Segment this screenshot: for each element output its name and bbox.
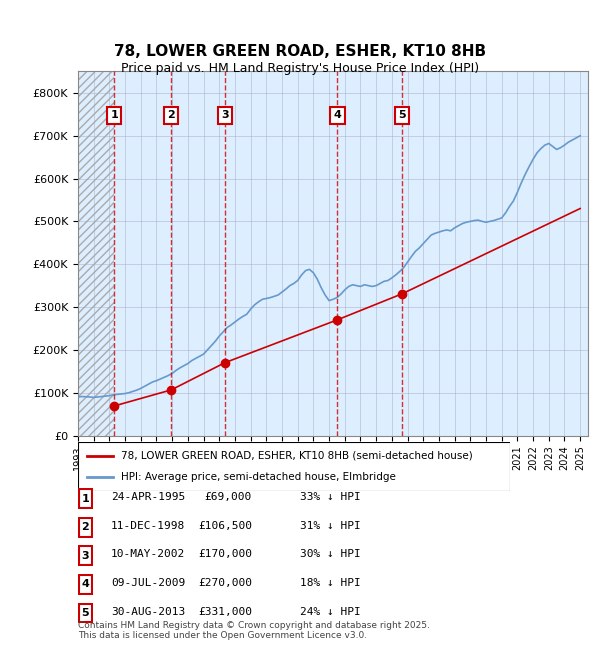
Text: 11-DEC-1998: 11-DEC-1998 [111, 521, 185, 531]
Text: £69,000: £69,000 [205, 492, 252, 502]
Bar [78, 72, 114, 436]
Text: 3: 3 [82, 551, 89, 561]
Text: 24% ↓ HPI: 24% ↓ HPI [300, 606, 361, 617]
FancyBboxPatch shape [79, 518, 92, 536]
Text: 18% ↓ HPI: 18% ↓ HPI [300, 578, 361, 588]
Text: 10-MAY-2002: 10-MAY-2002 [111, 549, 185, 560]
FancyBboxPatch shape [79, 575, 92, 593]
Text: 4: 4 [333, 111, 341, 120]
Text: 09-JUL-2009: 09-JUL-2009 [111, 578, 185, 588]
Text: Contains HM Land Registry data © Crown copyright and database right 2025.
This d: Contains HM Land Registry data © Crown c… [78, 621, 430, 640]
Text: 5: 5 [82, 608, 89, 618]
Text: 24-APR-1995: 24-APR-1995 [111, 492, 185, 502]
Text: 78, LOWER GREEN ROAD, ESHER, KT10 8HB: 78, LOWER GREEN ROAD, ESHER, KT10 8HB [114, 44, 486, 60]
Text: 31% ↓ HPI: 31% ↓ HPI [300, 521, 361, 531]
Text: 33% ↓ HPI: 33% ↓ HPI [300, 492, 361, 502]
Text: 2: 2 [82, 522, 89, 532]
Text: 2: 2 [167, 111, 175, 120]
FancyBboxPatch shape [79, 547, 92, 565]
Text: 1: 1 [110, 111, 118, 120]
Text: 30-AUG-2013: 30-AUG-2013 [111, 606, 185, 617]
Text: HPI: Average price, semi-detached house, Elmbridge: HPI: Average price, semi-detached house,… [121, 472, 396, 482]
FancyBboxPatch shape [78, 442, 510, 491]
Text: 78, LOWER GREEN ROAD, ESHER, KT10 8HB (semi-detached house): 78, LOWER GREEN ROAD, ESHER, KT10 8HB (s… [121, 450, 473, 461]
Text: 4: 4 [82, 579, 89, 590]
Text: Price paid vs. HM Land Registry's House Price Index (HPI): Price paid vs. HM Land Registry's House … [121, 62, 479, 75]
Text: 1: 1 [82, 493, 89, 504]
FancyBboxPatch shape [79, 489, 92, 508]
Text: 5: 5 [398, 111, 406, 120]
Text: £331,000: £331,000 [198, 606, 252, 617]
Text: £106,500: £106,500 [198, 521, 252, 531]
Text: £270,000: £270,000 [198, 578, 252, 588]
Text: 30% ↓ HPI: 30% ↓ HPI [300, 549, 361, 560]
Text: £170,000: £170,000 [198, 549, 252, 560]
Text: 3: 3 [221, 111, 229, 120]
FancyBboxPatch shape [79, 604, 92, 622]
